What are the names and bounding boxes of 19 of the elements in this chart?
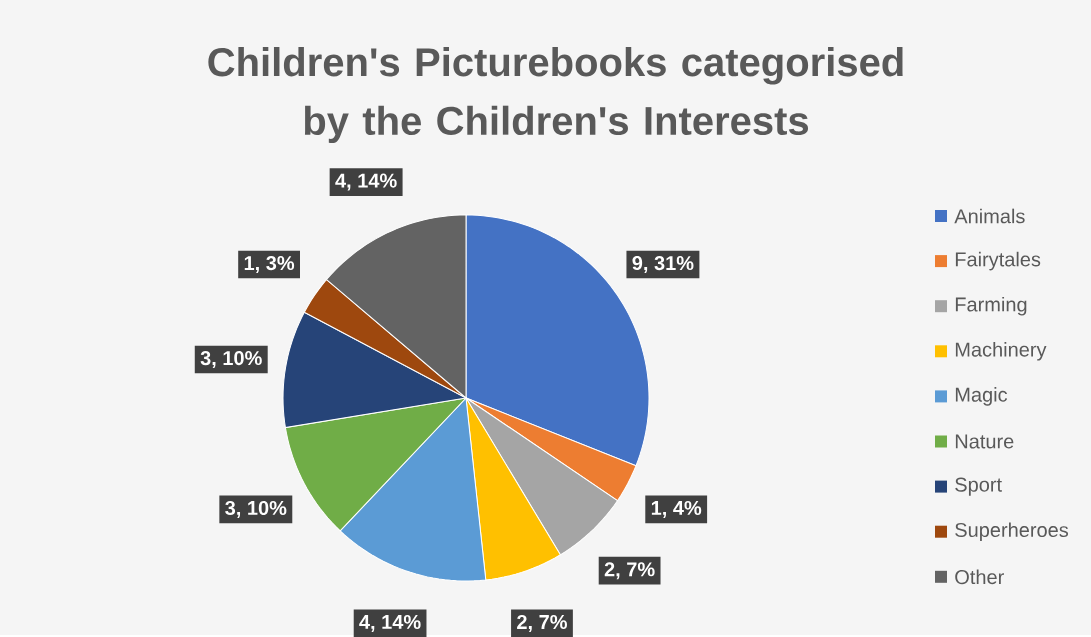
legend-label: Machinery [955, 341, 1047, 361]
legend-label: Magic [955, 386, 1008, 406]
legend-label: Nature [955, 434, 1014, 449]
data-label: 2, 7% [604, 562, 655, 580]
data-label: 4, 14% [335, 173, 397, 191]
data-label: 1, 3% [244, 255, 295, 273]
data-label: 2, 7% [517, 614, 567, 632]
legend-label: Farming [955, 296, 1027, 316]
legend-label: Animals [954, 208, 1025, 224]
legend-label: Sport [955, 477, 1002, 496]
chart-title: Children's Picturebooks categorised by the Children's Interests [208, 46, 903, 143]
data-label: 9, 31% [632, 255, 694, 273]
data-label: 1, 4% [651, 500, 702, 518]
data-label: 4, 14% [359, 614, 421, 632]
data-label: 3, 10% [200, 350, 262, 368]
legend-label: Superheroes [955, 522, 1069, 541]
legend-label: Other [955, 569, 1004, 584]
legend-label: Fairytales [955, 251, 1041, 271]
data-label: 3, 10% [225, 500, 287, 518]
